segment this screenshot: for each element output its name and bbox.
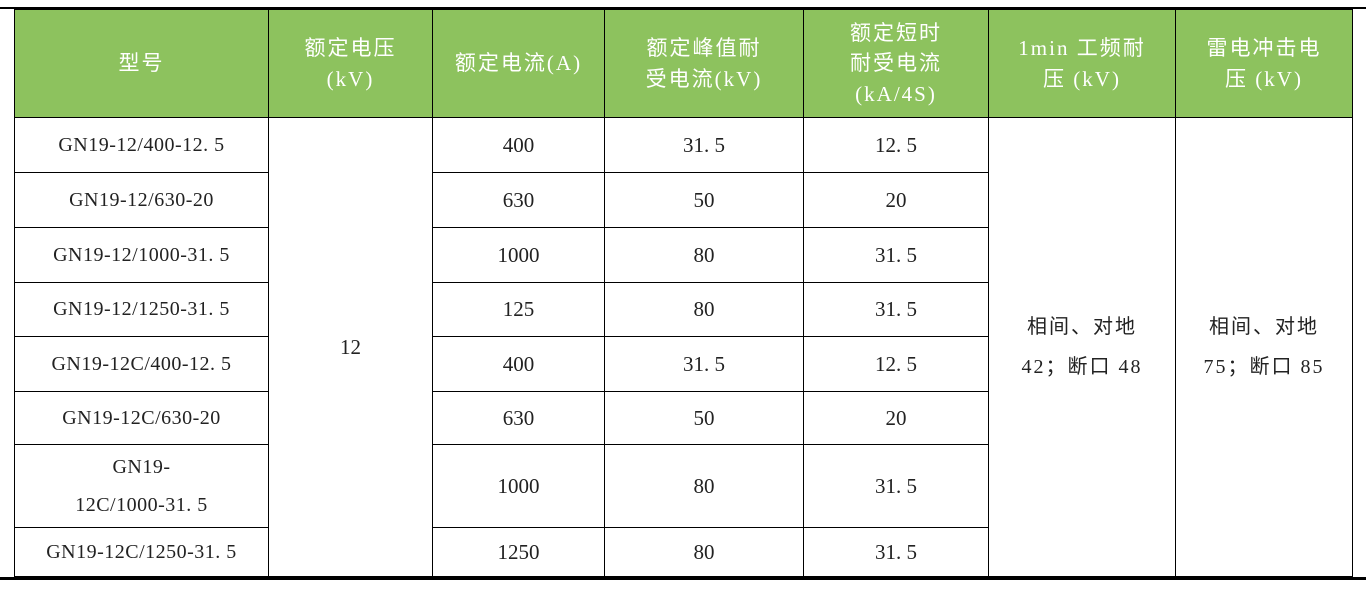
cell-rated-current: 1000 [432,227,605,283]
cell-short-time-withstand: 20 [803,391,989,445]
cell-rated-current: 630 [432,172,605,228]
cell-peak-withstand: 50 [604,391,804,445]
cell-short-time-withstand: 31. 5 [803,227,989,283]
column-header-short-time-withstand-current: 额定短时 耐受电流 (kA/4S) [803,9,989,118]
cell-short-time-withstand: 12. 5 [803,336,989,392]
cell-rated-current: 400 [432,336,605,392]
cell-short-time-withstand: 31. 5 [803,527,989,577]
column-header-rated-current: 额定电流(A) [432,9,605,118]
cell-model: GN19-12C/630-20 [14,391,269,445]
table-row: GN19-12/400-12. 5 12 400 31. 5 12. 5 相间、… [14,117,1353,577]
cell-short-time-withstand: 12. 5 [803,117,989,173]
cell-peak-withstand: 31. 5 [604,117,804,173]
cell-peak-withstand: 50 [604,172,804,228]
cell-model: GN19- 12C/1000-31. 5 [14,444,269,528]
column-header-lightning-impulse-voltage: 雷电冲击电 压 (kV) [1175,9,1353,118]
column-header-peak-withstand-current: 额定峰值耐 受电流(kV) [604,9,804,118]
column-header-rated-voltage: 额定电压 (kV) [268,9,433,118]
cell-rated-current: 1250 [432,527,605,577]
column-header-power-frequency-withstand-voltage: 1min 工频耐 压 (kV) [988,9,1176,118]
table-row: GN19-12/630-20 630 50 20 [14,172,1353,228]
cell-short-time-withstand: 31. 5 [803,444,989,528]
cell-model: GN19-12C/1250-31. 5 [14,527,269,577]
cell-model: GN19-12/1000-31. 5 [14,227,269,283]
cell-short-time-withstand: 20 [803,172,989,228]
cell-lightning-impulse-merged: 相间、对地 75；断口 85 [1175,117,1353,577]
column-header-model: 型号 [14,9,269,118]
cell-rated-current: 400 [432,117,605,173]
header-row: 型号 额定电压 (kV) 额定电流(A) 额定峰值耐 受电流(kV) 额定短时 … [14,9,1353,118]
cell-short-time-withstand: 31. 5 [803,282,989,337]
cell-peak-withstand: 31. 5 [604,336,804,392]
cell-rated-current: 125 [432,282,605,337]
cell-peak-withstand: 80 [604,527,804,577]
cell-model: GN19-12/630-20 [14,172,269,228]
cell-rated-current: 1000 [432,444,605,528]
table-row: GN19-12/1000-31. 5 1000 80 31. 5 [14,227,1353,283]
cell-model: GN19-12C/400-12. 5 [14,336,269,392]
cell-power-frequency-withstand-merged: 相间、对地 42；断口 48 [988,117,1176,577]
cell-model: GN19-12/400-12. 5 [14,117,269,173]
cell-peak-withstand: 80 [604,282,804,337]
cell-rated-voltage-merged: 12 [268,117,433,577]
table-row: GN19-12C/1250-31. 5 1250 80 31. 5 [14,527,1353,577]
table-top-rule [0,7,1366,9]
cell-peak-withstand: 80 [604,444,804,528]
table-row: GN19-12C/630-20 630 50 20 [14,391,1353,445]
table-bottom-rule [0,577,1366,580]
cell-rated-current: 630 [432,391,605,445]
spec-table: 型号 额定电压 (kV) 额定电流(A) 额定峰值耐 受电流(kV) 额定短时 … [14,9,1353,577]
cell-model: GN19-12/1250-31. 5 [14,282,269,337]
cell-peak-withstand: 80 [604,227,804,283]
